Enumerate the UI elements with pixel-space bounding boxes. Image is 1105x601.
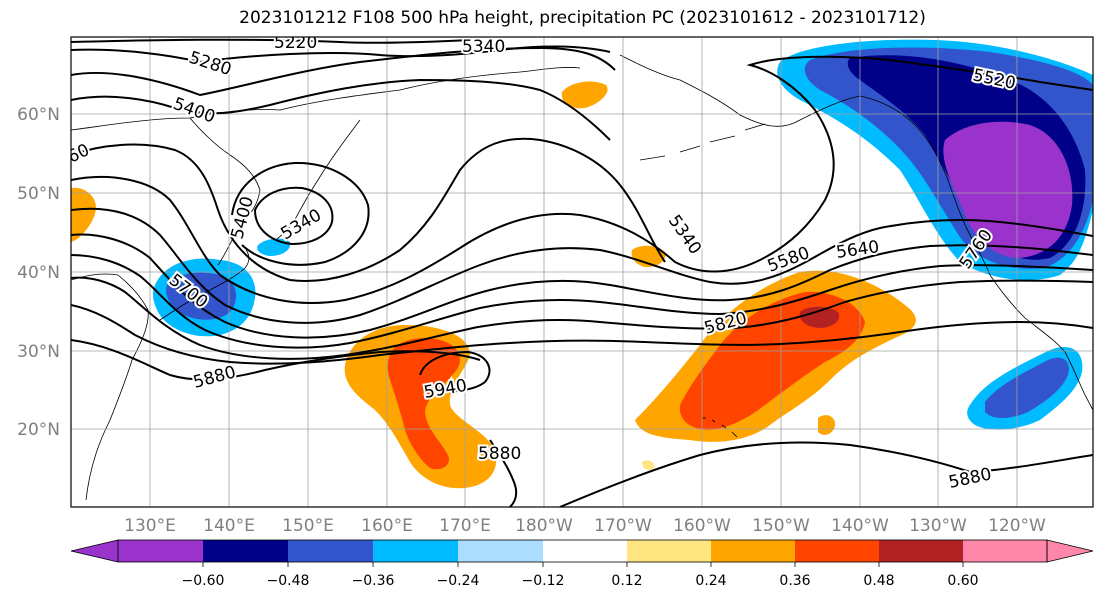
colorbar-swatch xyxy=(118,540,203,562)
contour-5880-west xyxy=(489,439,518,507)
coast-aleutians xyxy=(639,123,766,161)
colorbar: −0.60 −0.48 −0.36 −0.24 −0.12 0.12 0.24 … xyxy=(70,539,1094,589)
coast-asia-north xyxy=(71,67,581,131)
latitude-labels: 60°N 50°N 40°N 30°N 20°N xyxy=(17,105,60,440)
contour-5700 xyxy=(71,254,1093,349)
coast-china xyxy=(71,273,149,501)
colorbar-arrow-high xyxy=(1046,539,1094,563)
colorbar-tick-label: −0.36 xyxy=(352,573,395,589)
colorbar-swatch xyxy=(543,540,627,562)
coast-alaska xyxy=(619,54,991,276)
coast-hawaii xyxy=(702,417,738,438)
coast-okhotsk xyxy=(189,117,261,266)
coastlines xyxy=(71,54,1093,501)
contour-low-inner xyxy=(253,186,334,246)
precip-shading xyxy=(153,39,1093,430)
lon-label: 140°E xyxy=(203,516,255,536)
coast-kamchatka xyxy=(275,119,361,241)
colorbar-swatch xyxy=(288,540,373,562)
colorbar-swatch xyxy=(879,540,963,562)
colorbar-tick-label: −0.24 xyxy=(437,573,480,589)
precip-positive-west-edge xyxy=(71,187,96,242)
colorbar-tick-label: 0.24 xyxy=(695,573,726,589)
colorbar-ticks xyxy=(202,562,964,567)
precip-positive-bering xyxy=(561,81,608,109)
lon-label: 180°W xyxy=(515,516,573,536)
longitude-labels: 130°E 140°E 150°E 160°E 170°E 180°W 170°… xyxy=(124,516,1046,536)
lon-label: 130°W xyxy=(909,516,967,536)
lat-label: 20°N xyxy=(17,420,60,440)
contour-label: 5340 xyxy=(462,37,505,57)
grid-lines xyxy=(71,37,1093,507)
contour-5880-main xyxy=(71,339,481,381)
precip-negative-southeast-inner xyxy=(985,357,1069,418)
contour-5640 xyxy=(71,233,1093,339)
contour-label: 5220 xyxy=(274,33,317,53)
colorbar-tick-label: −0.12 xyxy=(522,573,565,589)
precip-positive-tiny xyxy=(642,460,655,470)
contour-low-mid xyxy=(231,161,370,266)
colorbar-frame xyxy=(117,539,1048,563)
precip-positive-west-pacific-core xyxy=(387,338,460,470)
colorbar-swatch xyxy=(795,540,879,562)
colorbar-swatch xyxy=(203,540,288,562)
map-panel: 5220 5340 5280 5400 60 5400 5340 5700 53… xyxy=(70,33,1094,508)
figure-title: 2023101212 F108 500 hPa height, precipit… xyxy=(239,8,926,28)
lat-label: 60°N xyxy=(17,105,60,125)
colorbar-swatch xyxy=(711,540,795,562)
lon-label: 130°E xyxy=(124,516,176,536)
colorbar-tick-label: 0.60 xyxy=(947,573,978,589)
coast-north-america xyxy=(989,274,1093,411)
map-frame xyxy=(70,36,1094,508)
lat-label: 40°N xyxy=(17,263,60,283)
precip-positive-small xyxy=(818,415,836,435)
lon-label: 160°E xyxy=(361,516,413,536)
contour-5760 xyxy=(71,276,1093,360)
lon-label: 150°W xyxy=(752,516,810,536)
colorbar-tick-label: 0.48 xyxy=(863,573,894,589)
lat-label: 30°N xyxy=(17,342,60,362)
colorbar-swatch xyxy=(963,540,1047,562)
colorbar-swatch xyxy=(458,540,543,562)
lon-label: 120°W xyxy=(988,516,1046,536)
colorbar-swatch xyxy=(627,540,711,562)
lon-label: 170°E xyxy=(439,516,491,536)
lon-label: 150°E xyxy=(282,516,334,536)
contour-label: 5880 xyxy=(478,444,521,464)
lon-label: 160°W xyxy=(673,516,731,536)
contour-5340-north xyxy=(71,46,616,97)
lon-label: 170°W xyxy=(594,516,652,536)
precip-negative-northeast-max xyxy=(943,121,1073,258)
lon-label: 140°W xyxy=(831,516,889,536)
contour-5940 xyxy=(419,350,491,393)
lat-label: 50°N xyxy=(17,184,60,204)
colorbar-swatch xyxy=(373,540,458,562)
precip-negative-japan-inner xyxy=(166,272,237,320)
contour-5220 xyxy=(71,38,471,44)
contour-5880-southeast xyxy=(559,441,1093,507)
height-contours xyxy=(71,38,1093,507)
colorbar-tick-label: 0.12 xyxy=(611,573,642,589)
contour-5400 xyxy=(71,78,611,141)
contour-5460 xyxy=(71,137,666,282)
colorbar-tick-label: 0.36 xyxy=(779,573,810,589)
colorbar-tick-label: −0.48 xyxy=(267,573,310,589)
colorbar-arrow-low xyxy=(70,539,119,563)
contour-5520 xyxy=(71,55,1093,304)
precip-positive-east-pacific-max xyxy=(799,306,840,328)
contour-5580 xyxy=(71,207,1093,324)
contour-5820 xyxy=(71,304,1093,365)
colorbar-tick-label: −0.60 xyxy=(182,573,225,589)
precip-positive xyxy=(71,81,916,489)
